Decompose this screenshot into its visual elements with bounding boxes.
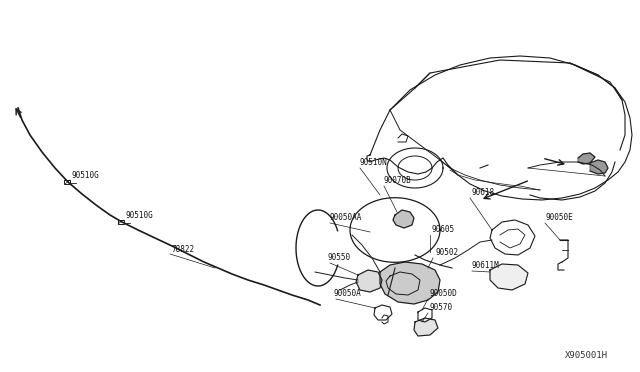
Text: 90050E: 90050E	[546, 213, 573, 222]
Polygon shape	[393, 210, 414, 228]
Text: X905001H: X905001H	[565, 350, 608, 359]
Text: 90510N: 90510N	[360, 158, 388, 167]
Polygon shape	[356, 270, 382, 292]
Polygon shape	[578, 153, 595, 164]
Text: 90570: 90570	[430, 303, 453, 312]
Bar	[118, 220, 124, 224]
Bar	[64, 180, 70, 184]
Text: 90050A: 90050A	[334, 289, 362, 298]
Text: 90550: 90550	[328, 253, 351, 262]
Text: 90502: 90502	[435, 248, 458, 257]
Text: 90618: 90618	[472, 188, 495, 197]
Text: 90510G: 90510G	[72, 171, 100, 180]
Text: 90050AA: 90050AA	[330, 213, 362, 222]
Text: 90050D: 90050D	[430, 289, 458, 298]
Text: 90510G: 90510G	[125, 211, 153, 220]
Text: 90605: 90605	[432, 225, 455, 234]
Text: 90611M: 90611M	[472, 261, 500, 270]
Text: 90070B: 90070B	[384, 176, 412, 185]
Polygon shape	[380, 262, 440, 304]
Polygon shape	[414, 318, 438, 336]
Polygon shape	[490, 264, 528, 290]
Polygon shape	[590, 160, 608, 174]
Text: 78822: 78822	[172, 245, 195, 254]
